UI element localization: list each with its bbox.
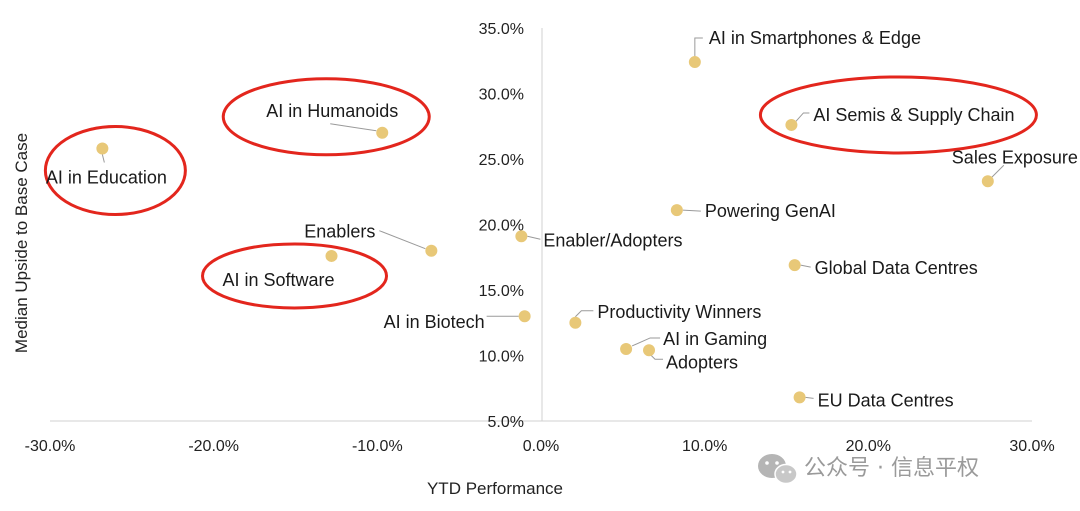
x-axis-title: YTD Performance	[427, 479, 563, 498]
x-tick-label: -20.0%	[188, 438, 239, 455]
label-global-data-centres: Global Data Centres	[815, 258, 978, 278]
point-ai-in-education	[96, 142, 109, 155]
leader-ai-semis-supply-chain	[795, 112, 810, 123]
leader-lines	[101, 37, 1005, 399]
point-ai-in-smartphones-edge	[688, 56, 701, 69]
x-tick-label: -30.0%	[25, 438, 76, 455]
y-tick-label: 15.0%	[479, 283, 524, 300]
point-ai-in-biotech	[518, 310, 531, 323]
y-tick-label: 5.0%	[488, 414, 524, 431]
point-enablers	[425, 244, 438, 257]
label-powering-genai: Powering GenAI	[705, 201, 836, 221]
point-eu-data-centres	[793, 391, 806, 404]
point-ai-in-software	[325, 249, 338, 262]
point-global-data-centres	[788, 259, 801, 272]
leader-enablers	[379, 230, 426, 250]
label-ai-in-gaming: AI in Gaming	[663, 329, 767, 349]
label-ai-in-smartphones-edge: AI in Smartphones & Edge	[709, 28, 921, 48]
leader-adopters	[650, 354, 664, 360]
watermark: 公众号 · 信息平权	[758, 454, 979, 485]
y-axis-title: Median Upside to Base Case	[12, 133, 31, 353]
y-tick-labels: 35.0% 30.0% 25.0% 20.0% 15.0% 10.0% 5.0%	[479, 21, 524, 431]
label-ai-in-biotech: AI in Biotech	[384, 312, 485, 332]
y-tick-label: 20.0%	[479, 218, 524, 235]
wechat-icon	[758, 454, 798, 485]
point-ai-in-gaming	[620, 342, 633, 355]
leader-ai-in-gaming	[631, 337, 661, 347]
point-ai-semis-supply-chain	[785, 118, 798, 131]
y-tick-label: 35.0%	[479, 21, 524, 38]
y-tick-label: 30.0%	[479, 87, 524, 104]
leader-ai-in-humanoids	[330, 123, 377, 132]
label-ai-in-education: AI in Education	[46, 168, 167, 188]
watermark-text: 公众号 · 信息平权	[804, 456, 979, 481]
data-points	[96, 56, 994, 404]
label-adopters: Adopters	[666, 352, 738, 372]
y-tick-label: 25.0%	[479, 152, 524, 169]
label-sales-exposure: Sales Exposure	[952, 147, 1078, 167]
label-enabler-adopters: Enabler/Adopters	[543, 230, 682, 250]
leader-productivity-winners	[575, 310, 594, 318]
point-adopters	[643, 344, 656, 357]
x-tick-label: -10.0%	[352, 438, 403, 455]
label-eu-data-centres: EU Data Centres	[818, 390, 954, 410]
x-tick-labels: -30.0% -20.0% -10.0% 0.0% 10.0% 20.0% 30.0%	[25, 438, 1055, 455]
x-tick-label: 0.0%	[523, 438, 559, 455]
label-ai-in-software: AI in Software	[222, 270, 334, 290]
point-productivity-winners	[569, 316, 582, 329]
leader-powering-genai	[682, 209, 701, 212]
point-powering-genai	[670, 204, 683, 217]
x-tick-label: 10.0%	[682, 438, 727, 455]
leader-global-data-centres	[800, 264, 811, 268]
label-ai-in-humanoids: AI in Humanoids	[266, 101, 398, 121]
leader-ai-in-smartphones-edge	[694, 37, 703, 57]
label-ai-semis-supply-chain: AI Semis & Supply Chain	[813, 105, 1014, 125]
label-enablers: Enablers	[304, 222, 375, 242]
point-enabler-adopters	[515, 230, 528, 243]
label-productivity-winners: Productivity Winners	[597, 302, 761, 322]
x-tick-label: 20.0%	[846, 438, 891, 455]
leader-sales-exposure	[991, 164, 1005, 178]
highlight-ai-in-humanoids	[221, 77, 431, 157]
highlight-ai-in-education	[43, 125, 187, 217]
x-tick-label: 30.0%	[1009, 438, 1054, 455]
leader-eu-data-centres	[805, 396, 814, 399]
y-tick-label: 10.0%	[479, 349, 524, 366]
point-labels: AI in Smartphones & Edge AI Semis & Suppl…	[46, 28, 1078, 410]
leader-enabler-adopters	[527, 235, 541, 240]
point-sales-exposure	[981, 175, 994, 188]
leader-ai-in-education	[101, 154, 105, 163]
highlight-ellipses	[43, 75, 1038, 310]
highlight-ai-in-software	[201, 242, 389, 310]
point-ai-in-humanoids	[376, 126, 389, 139]
highlight-ai-semis-supply-chain	[758, 75, 1038, 155]
